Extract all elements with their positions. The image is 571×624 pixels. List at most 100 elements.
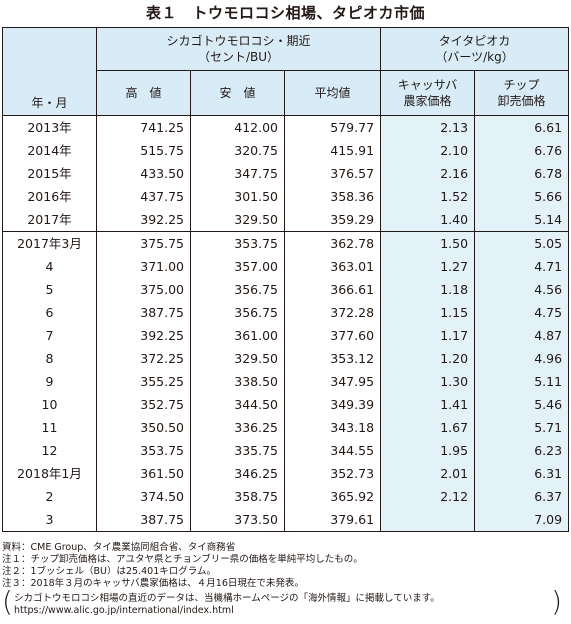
- cell-low: 357.00: [190, 255, 285, 278]
- cell-avg: 347.95: [283, 370, 382, 393]
- table-row: 11 350.50 336.25 343.18 1.67 5.71: [2, 416, 570, 439]
- header-corn-group: シカゴトウモロコシ・期近 （セント/BU）: [95, 27, 382, 71]
- cell-cassava: 1.20: [380, 347, 476, 370]
- header-avg: 平均値: [283, 70, 382, 116]
- table-row: 2017年 392.25 329.50 359.29 1.40 5.14: [2, 208, 570, 232]
- cell-avg: 363.01: [283, 255, 382, 278]
- cell-low: 320.75: [190, 139, 285, 162]
- cell-cassava: 1.30: [380, 370, 476, 393]
- table-row: 2013年 741.25 412.00 579.77 2.13 6.61: [2, 115, 570, 139]
- cell-low: 356.75: [190, 278, 285, 301]
- table-row: 7 392.25 361.00 377.60 1.17 4.87: [2, 324, 570, 347]
- cell-avg: 379.61: [283, 508, 382, 532]
- cell-period: 2013年: [2, 115, 97, 139]
- cell-low: 412.00: [190, 115, 285, 139]
- note-source: 資料：CME Group、タイ農業協同組合省、タイ商務省: [2, 542, 236, 553]
- price-table: 年・月 シカゴトウモロコシ・期近 （セント/BU） タイタピオカ （バーツ/kg…: [2, 27, 570, 532]
- table-row: 3 387.75 373.50 379.61 7.09: [2, 508, 570, 532]
- cell-avg: 362.78: [283, 231, 382, 255]
- cell-chip: 4.71: [474, 255, 570, 278]
- cell-period: 8: [2, 347, 97, 370]
- cell-low: 335.75: [190, 439, 285, 462]
- cell-period: 2016年: [2, 185, 97, 208]
- note-2: 注２：1ブッシェル（BU）は25.401キログラム。: [2, 566, 216, 577]
- cell-low: 336.25: [190, 416, 285, 439]
- cell-low: 373.50: [190, 508, 285, 532]
- cell-avg: 353.12: [283, 347, 382, 370]
- cell-chip: 6.61: [474, 115, 570, 139]
- header-cassava: キャッサバ 農家価格: [380, 70, 476, 116]
- cell-chip: 6.23: [474, 439, 570, 462]
- cell-period: 3: [2, 508, 97, 532]
- cell-chip: 4.96: [474, 347, 570, 370]
- cell-cassava: 2.12: [380, 485, 476, 508]
- cell-avg: 579.77: [283, 115, 382, 139]
- cell-avg: 343.18: [283, 416, 382, 439]
- cell-high: 353.75: [96, 439, 191, 462]
- header-chip-line2: 卸売価格: [497, 94, 546, 108]
- cell-cassava: 1.67: [380, 416, 476, 439]
- cell-period: 5: [2, 278, 97, 301]
- header-tapioca-title: タイタピオカ: [438, 34, 511, 48]
- table-row: 2016年 437.75 301.50 358.36 1.52 5.66: [2, 185, 570, 208]
- right-paren: ): [551, 585, 562, 618]
- cell-chip: 6.76: [474, 139, 570, 162]
- table-row: 5 375.00 356.75 366.61 1.18 4.56: [2, 278, 570, 301]
- table-row: 2014年 515.75 320.75 415.91 2.10 6.76: [2, 139, 570, 162]
- footer-url[interactable]: https://www.alic.go.jp/international/ind…: [14, 605, 234, 616]
- table-row: 12 353.75 335.75 344.55 1.95 6.23: [2, 439, 570, 462]
- cell-chip: 4.87: [474, 324, 570, 347]
- cell-period: 2014年: [2, 139, 97, 162]
- table-row: 4 371.00 357.00 363.01 1.27 4.71: [2, 255, 570, 278]
- cell-low: 361.00: [190, 324, 285, 347]
- cell-period: 10: [2, 393, 97, 416]
- table-body: 2013年 741.25 412.00 579.77 2.13 6.61 2014年 515.…: [2, 115, 570, 532]
- cell-high: 374.50: [96, 485, 191, 508]
- cell-chip: 5.05: [474, 231, 570, 255]
- cell-high: 741.25: [96, 115, 191, 139]
- note-3: 注３：2018年３月のキャッサバ農家価格は、４月16日現在で未発表。: [2, 578, 304, 589]
- cell-high: 372.25: [96, 347, 191, 370]
- cell-high: 387.75: [96, 301, 191, 324]
- footer-text: シカゴトウモロコシ相場の直近のデータは、当機構ホームページの「海外情報」に掲載し…: [14, 593, 440, 617]
- cell-period: 2017年3月: [2, 231, 97, 255]
- cell-low: 338.50: [190, 370, 285, 393]
- cell-chip: 7.09: [474, 508, 570, 532]
- header-tapioca-unit: （バーツ/kg）: [435, 50, 514, 64]
- header-cassava-line2: 農家価格: [403, 94, 452, 108]
- cell-cassava: 1.50: [380, 231, 476, 255]
- header-chip: チップ 卸売価格: [474, 70, 570, 116]
- header-corn-title: シカゴトウモロコシ・期近: [166, 34, 311, 48]
- cell-period: 6: [2, 301, 97, 324]
- cell-cassava: 1.27: [380, 255, 476, 278]
- cell-low: 329.50: [190, 208, 285, 232]
- header-year-month: 年・月: [2, 27, 97, 116]
- cell-period: 4: [2, 255, 97, 278]
- cell-chip: 5.14: [474, 208, 570, 232]
- cell-cassava: 1.41: [380, 393, 476, 416]
- table-row: 2015年 433.50 347.75 376.57 2.16 6.78: [2, 162, 570, 185]
- footer-note: ( シカゴトウモロコシ相場の直近のデータは、当機構ホームページの「海外情報」に掲…: [2, 587, 562, 621]
- cell-period: 9: [2, 370, 97, 393]
- cell-chip: 5.11: [474, 370, 570, 393]
- cell-high: 361.50: [96, 462, 191, 485]
- cell-low: 356.75: [190, 301, 285, 324]
- table-row: 9 355.25 338.50 347.95 1.30 5.11: [2, 370, 570, 393]
- cell-high: 352.75: [96, 393, 191, 416]
- note-1: 注１：チップ卸売価格は、アユタヤ県とチョンブリー県の価格を単純平均したもの。: [2, 554, 363, 565]
- cell-low: 347.75: [190, 162, 285, 185]
- notes: 資料：CME Group、タイ農業協同組合省、タイ商務省 注１：チップ卸売価格は…: [2, 542, 568, 590]
- cell-period: 2015年: [2, 162, 97, 185]
- cell-cassava: 2.16: [380, 162, 476, 185]
- cell-chip: 4.75: [474, 301, 570, 324]
- cell-chip: 6.78: [474, 162, 570, 185]
- cell-cassava: 1.40: [380, 208, 476, 232]
- cell-high: 350.50: [96, 416, 191, 439]
- cell-high: 387.75: [96, 508, 191, 532]
- table-row: 6 387.75 356.75 372.28 1.15 4.75: [2, 301, 570, 324]
- table-row: 10 352.75 344.50 349.39 1.41 5.46: [2, 393, 570, 416]
- cell-chip: 6.31: [474, 462, 570, 485]
- cell-cassava: 2.01: [380, 462, 476, 485]
- cell-chip: 5.66: [474, 185, 570, 208]
- header-corn-unit: （セント/BU）: [197, 50, 280, 64]
